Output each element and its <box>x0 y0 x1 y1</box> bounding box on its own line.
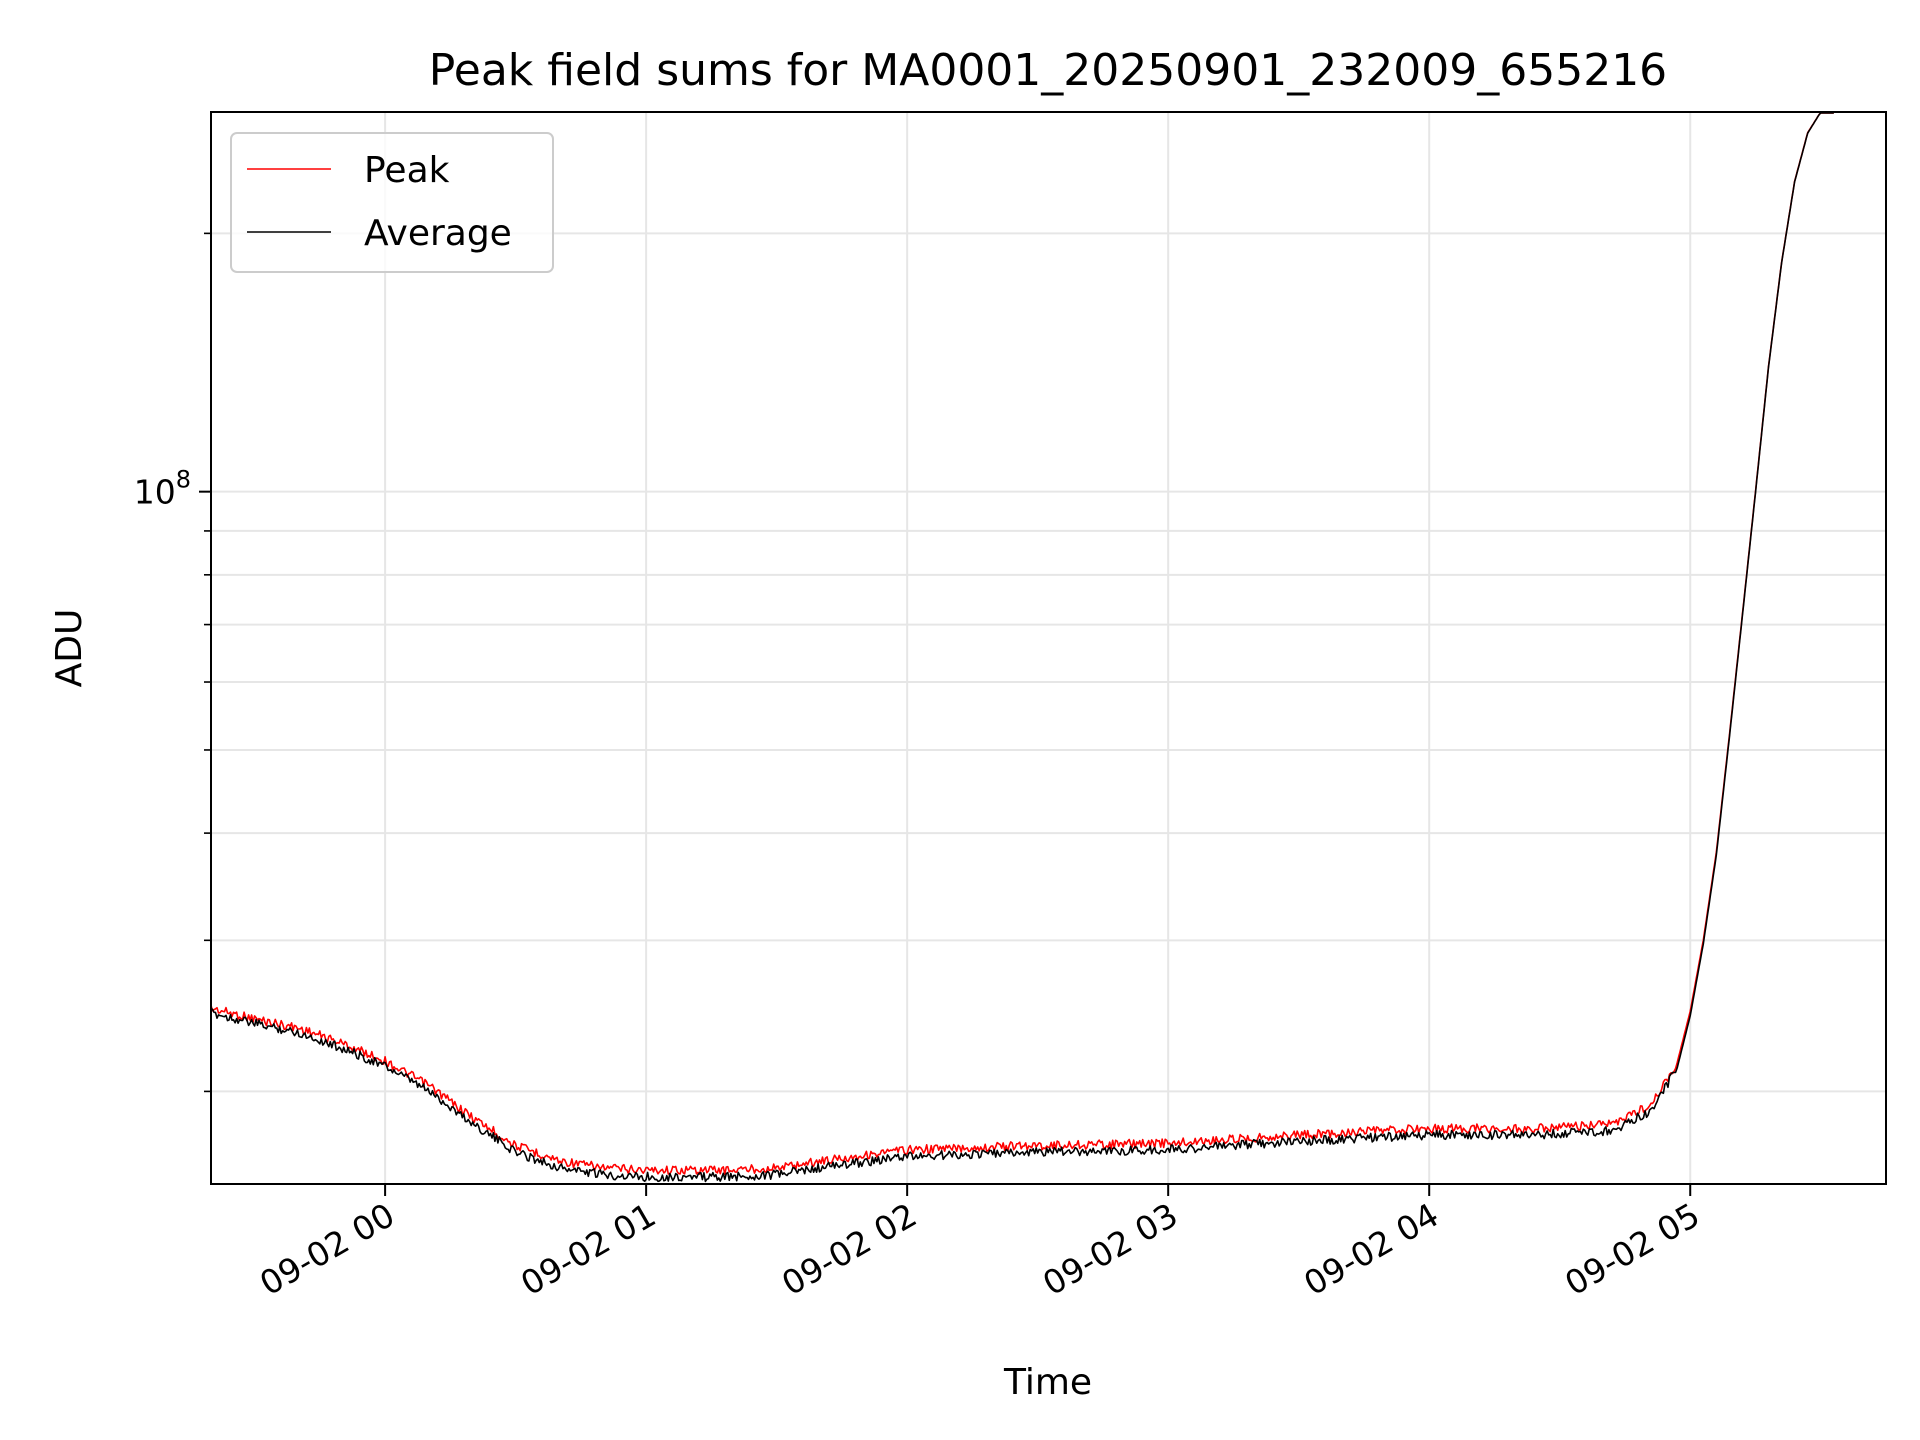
y-axis-label: ADU <box>49 609 90 688</box>
legend: Peak Average <box>230 132 554 273</box>
axes-frame <box>210 111 1887 1185</box>
legend-label-average: Average <box>364 213 512 254</box>
series-line-average <box>210 112 1834 1183</box>
series-line-peak <box>210 112 1834 1175</box>
y-axis-ticks: 108 <box>134 232 211 1093</box>
y-tick-label: 108 <box>134 466 191 512</box>
grid <box>211 112 1886 1184</box>
x-axis-label: Time <box>1003 1362 1092 1403</box>
y-tick-label-base: 10 <box>134 473 176 512</box>
chart-title: Peak field sums for MA0001_20250901_2320… <box>429 45 1667 96</box>
y-tick-label-exponent: 8 <box>176 466 191 494</box>
series-layer <box>210 112 1834 1183</box>
legend-box <box>230 132 554 273</box>
legend-label-peak: Peak <box>364 150 450 191</box>
